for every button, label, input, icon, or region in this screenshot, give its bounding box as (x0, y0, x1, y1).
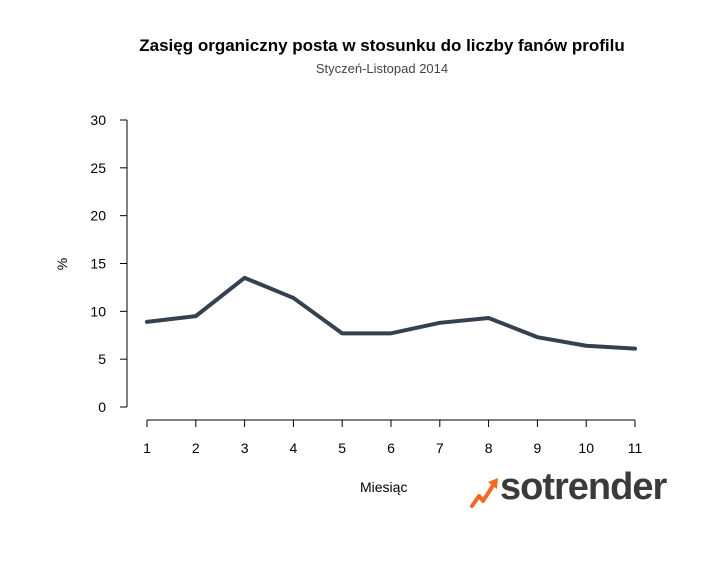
data-point (438, 321, 442, 325)
x-tick-label: 1 (143, 440, 151, 456)
data-point (291, 296, 295, 300)
x-tick-label: 10 (578, 440, 594, 456)
series-line (145, 275, 637, 351)
data-point (389, 331, 393, 335)
data-point (194, 314, 198, 318)
data-point (535, 335, 539, 339)
y-tick-label: 20 (90, 208, 106, 224)
data-point (487, 316, 491, 320)
sotrender-logo: sotrender (470, 466, 690, 512)
x-tick-label: 8 (485, 440, 493, 456)
data-point (340, 331, 344, 335)
x-tick-label: 9 (534, 440, 542, 456)
x-tick-label: 3 (241, 440, 249, 456)
y-tick-label: 30 (90, 112, 106, 128)
data-point (145, 320, 149, 324)
chart-subtitle: Styczeń-Listopad 2014 (315, 61, 449, 76)
logo-wordmark: sotrender (500, 466, 667, 508)
data-point (584, 344, 588, 348)
chart-series (145, 275, 637, 351)
x-tick-label: 6 (387, 440, 395, 456)
chart-title: Zasięg organiczny posta w stosunku do li… (139, 36, 625, 55)
x-tick-label: 2 (192, 440, 200, 456)
data-point (633, 347, 637, 351)
chart-axes: 0 5 10 15 20 25 30 1 2 3 4 5 6 7 8 9 10 11 (90, 112, 642, 456)
y-tick-label: 10 (90, 303, 106, 319)
x-tick-label: 7 (436, 440, 444, 456)
sotrender-logo-icon (470, 478, 498, 508)
y-tick-label: 0 (98, 399, 106, 415)
data-point (243, 276, 247, 280)
y-tick-label: 15 (90, 256, 106, 272)
y-tick-label: 5 (98, 351, 106, 367)
x-tick-label: 11 (628, 440, 643, 456)
x-tick-label: 4 (290, 440, 298, 456)
x-tick-label: 5 (338, 440, 346, 456)
y-tick-label: 25 (90, 160, 106, 176)
x-axis-label: Miesiąc (360, 479, 408, 495)
